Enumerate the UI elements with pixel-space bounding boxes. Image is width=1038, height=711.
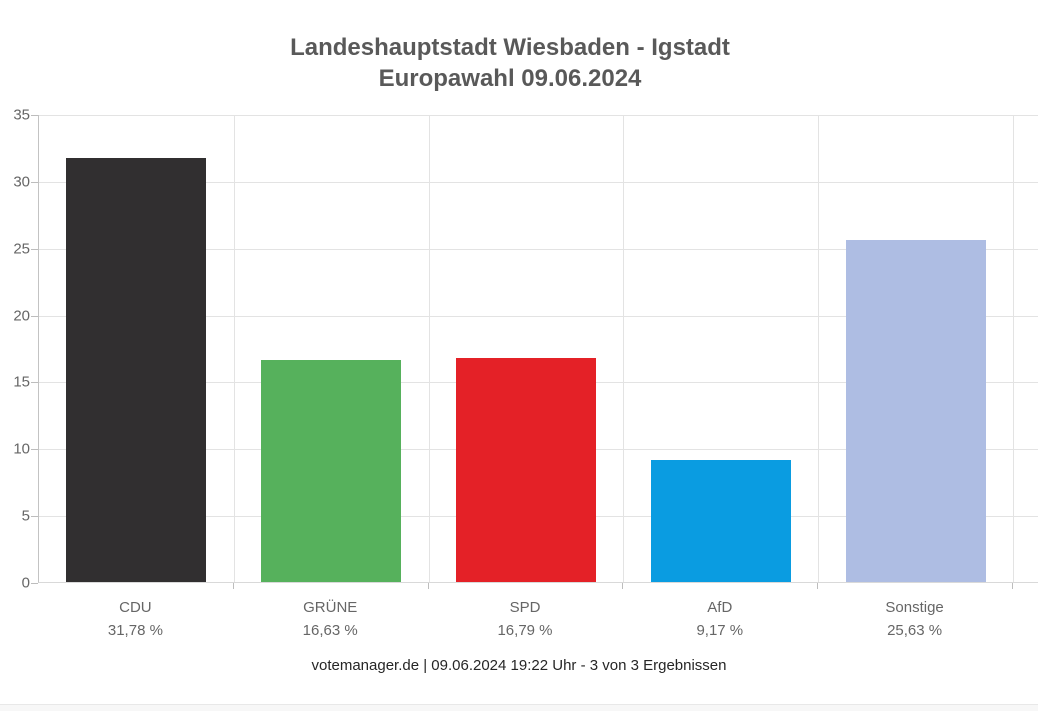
category-value: 25,63 % (887, 622, 943, 639)
ytick-mark-15 (31, 382, 38, 384)
xtick-mark-3 (622, 583, 624, 589)
ytick-mark-10 (31, 449, 38, 451)
gridline-y-30 (39, 181, 1038, 183)
category-label-cdu: CDU 31,78 % (38, 596, 233, 642)
category-value: 16,63 % (302, 622, 358, 639)
ytick-label-15: 15 (13, 373, 30, 391)
gridline-x-1 (233, 115, 235, 582)
gridline-x-3 (623, 115, 625, 582)
ytick-label-20: 20 (13, 307, 30, 325)
category-label-afd: AfD 9,17 % (622, 596, 817, 642)
gridline-x-2 (428, 115, 430, 582)
chart-title-line2: Europawahl 09.06.2024 (378, 65, 642, 92)
chart-title: Landeshauptstadt Wiesbaden - Igstadt Eur… (0, 32, 1020, 94)
category-label-sonstige: Sonstige 25,63 % (817, 596, 1012, 642)
category-label-grüne: GRÜNE 16,63 % (233, 596, 428, 642)
category-name: GRÜNE (303, 599, 358, 616)
bar-cdu (66, 157, 207, 582)
gridline-y-20 (39, 315, 1038, 317)
ytick-label-35: 35 (13, 106, 30, 124)
ytick-label-30: 30 (13, 173, 30, 191)
page-bottom-strip (0, 704, 1038, 711)
gridline-y-25 (39, 248, 1038, 250)
xtick-mark-2 (427, 583, 429, 589)
ytick-label-0: 0 (21, 574, 30, 592)
ytick-mark-5 (31, 516, 38, 518)
ytick-mark-20 (31, 315, 38, 317)
ytick-mark-30 (31, 181, 38, 183)
bar-afd (650, 459, 791, 582)
category-name: AfD (707, 599, 733, 616)
bar-grüne (261, 360, 402, 582)
ytick-mark-35 (31, 115, 38, 116)
gridline-x-4 (818, 115, 820, 582)
category-value: 9,17 % (696, 622, 744, 639)
gridline-y-35 (39, 115, 1038, 116)
bar-sonstige (845, 240, 986, 582)
ytick-mark-25 (31, 248, 38, 250)
gridline-x-5 (1013, 115, 1014, 582)
category-label-spd: SPD 16,79 % (428, 596, 623, 642)
ytick-mark-0 (31, 583, 38, 584)
bar-spd (456, 357, 596, 582)
xtick-mark-5 (1012, 583, 1013, 589)
chart-title-line1: Landeshauptstadt Wiesbaden - Igstadt (290, 34, 730, 61)
category-name: CDU (119, 599, 152, 616)
plot-area (38, 115, 1038, 583)
ytick-label-25: 25 (13, 240, 30, 258)
ytick-label-5: 5 (21, 507, 30, 525)
category-name: Sonstige (885, 599, 944, 616)
xtick-mark-4 (817, 583, 819, 589)
category-value: 16,79 % (497, 622, 553, 639)
xtick-mark-1 (232, 583, 234, 589)
ytick-label-10: 10 (13, 440, 30, 458)
category-name: SPD (509, 599, 541, 616)
chart-footer-caption: votemanager.de | 09.06.2024 19:22 Uhr - … (311, 657, 727, 674)
category-value: 31,78 % (107, 622, 163, 639)
